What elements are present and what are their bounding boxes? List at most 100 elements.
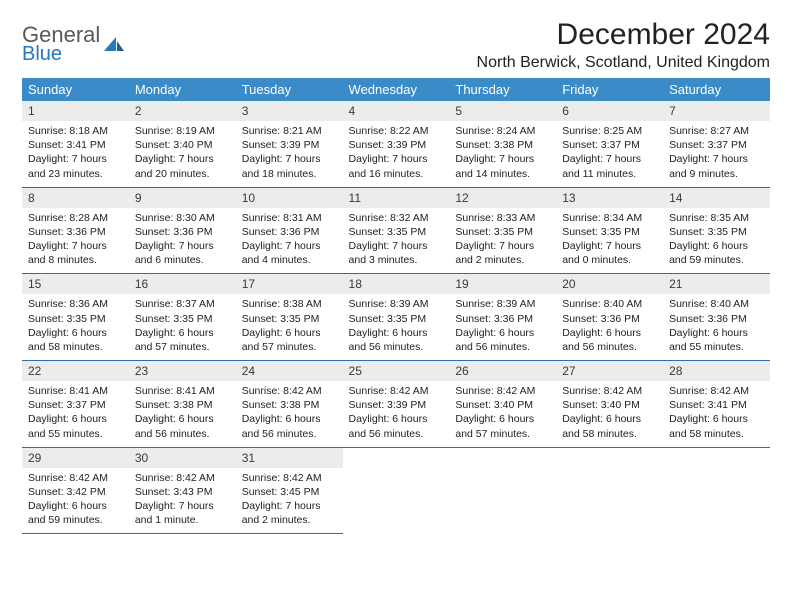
sunset-text: Sunset: 3:39 PM bbox=[349, 138, 444, 152]
day-details: Sunrise: 8:39 AMSunset: 3:35 PMDaylight:… bbox=[343, 294, 450, 360]
weekday-header: Sunday bbox=[22, 78, 129, 101]
sunrise-text: Sunrise: 8:24 AM bbox=[455, 124, 550, 138]
daylight-text: Daylight: 6 hours and 56 minutes. bbox=[562, 326, 657, 354]
daylight-text: Daylight: 6 hours and 56 minutes. bbox=[135, 412, 230, 440]
calendar-cell: 25Sunrise: 8:42 AMSunset: 3:39 PMDayligh… bbox=[343, 361, 450, 448]
sunrise-text: Sunrise: 8:39 AM bbox=[349, 297, 444, 311]
sunrise-text: Sunrise: 8:40 AM bbox=[669, 297, 764, 311]
day-number: 30 bbox=[129, 448, 236, 468]
weekday-header: Tuesday bbox=[236, 78, 343, 101]
day-details: Sunrise: 8:41 AMSunset: 3:38 PMDaylight:… bbox=[129, 381, 236, 447]
calendar-cell: 12Sunrise: 8:33 AMSunset: 3:35 PMDayligh… bbox=[449, 187, 556, 274]
weekday-header: Monday bbox=[129, 78, 236, 101]
sunset-text: Sunset: 3:45 PM bbox=[242, 485, 337, 499]
sunset-text: Sunset: 3:35 PM bbox=[562, 225, 657, 239]
sunset-text: Sunset: 3:35 PM bbox=[669, 225, 764, 239]
sunrise-text: Sunrise: 8:35 AM bbox=[669, 211, 764, 225]
location-text: North Berwick, Scotland, United Kingdom bbox=[477, 54, 770, 72]
sunset-text: Sunset: 3:38 PM bbox=[242, 398, 337, 412]
day-details: Sunrise: 8:19 AMSunset: 3:40 PMDaylight:… bbox=[129, 121, 236, 187]
calendar-cell bbox=[449, 447, 556, 534]
sunrise-text: Sunrise: 8:42 AM bbox=[242, 471, 337, 485]
day-details: Sunrise: 8:24 AMSunset: 3:38 PMDaylight:… bbox=[449, 121, 556, 187]
sunset-text: Sunset: 3:35 PM bbox=[349, 312, 444, 326]
calendar-row: 22Sunrise: 8:41 AMSunset: 3:37 PMDayligh… bbox=[22, 361, 770, 448]
daylight-text: Daylight: 7 hours and 3 minutes. bbox=[349, 239, 444, 267]
weekday-header: Friday bbox=[556, 78, 663, 101]
sunrise-text: Sunrise: 8:42 AM bbox=[562, 384, 657, 398]
day-details: Sunrise: 8:30 AMSunset: 3:36 PMDaylight:… bbox=[129, 208, 236, 274]
calendar-cell: 29Sunrise: 8:42 AMSunset: 3:42 PMDayligh… bbox=[22, 447, 129, 534]
sunset-text: Sunset: 3:40 PM bbox=[562, 398, 657, 412]
sunrise-text: Sunrise: 8:37 AM bbox=[135, 297, 230, 311]
sunset-text: Sunset: 3:36 PM bbox=[669, 312, 764, 326]
header: General Blue December 2024 North Berwick… bbox=[22, 18, 770, 72]
day-number: 3 bbox=[236, 101, 343, 121]
sunrise-text: Sunrise: 8:31 AM bbox=[242, 211, 337, 225]
sunset-text: Sunset: 3:35 PM bbox=[28, 312, 123, 326]
sunset-text: Sunset: 3:41 PM bbox=[669, 398, 764, 412]
daylight-text: Daylight: 7 hours and 1 minute. bbox=[135, 499, 230, 527]
day-number: 26 bbox=[449, 361, 556, 381]
sunrise-text: Sunrise: 8:42 AM bbox=[669, 384, 764, 398]
day-details: Sunrise: 8:42 AMSunset: 3:41 PMDaylight:… bbox=[663, 381, 770, 447]
day-number: 25 bbox=[343, 361, 450, 381]
weekday-header: Wednesday bbox=[343, 78, 450, 101]
day-details: Sunrise: 8:32 AMSunset: 3:35 PMDaylight:… bbox=[343, 208, 450, 274]
daylight-text: Daylight: 7 hours and 2 minutes. bbox=[455, 239, 550, 267]
calendar-cell: 20Sunrise: 8:40 AMSunset: 3:36 PMDayligh… bbox=[556, 274, 663, 361]
day-number: 5 bbox=[449, 101, 556, 121]
day-number: 24 bbox=[236, 361, 343, 381]
calendar-row: 29Sunrise: 8:42 AMSunset: 3:42 PMDayligh… bbox=[22, 447, 770, 534]
day-number: 27 bbox=[556, 361, 663, 381]
daylight-text: Daylight: 7 hours and 14 minutes. bbox=[455, 152, 550, 180]
calendar-cell: 24Sunrise: 8:42 AMSunset: 3:38 PMDayligh… bbox=[236, 361, 343, 448]
daylight-text: Daylight: 7 hours and 20 minutes. bbox=[135, 152, 230, 180]
day-details: Sunrise: 8:28 AMSunset: 3:36 PMDaylight:… bbox=[22, 208, 129, 274]
sunrise-text: Sunrise: 8:42 AM bbox=[349, 384, 444, 398]
day-number: 8 bbox=[22, 188, 129, 208]
sunrise-text: Sunrise: 8:27 AM bbox=[669, 124, 764, 138]
day-details: Sunrise: 8:42 AMSunset: 3:40 PMDaylight:… bbox=[449, 381, 556, 447]
sunset-text: Sunset: 3:38 PM bbox=[455, 138, 550, 152]
sunset-text: Sunset: 3:36 PM bbox=[455, 312, 550, 326]
day-number: 28 bbox=[663, 361, 770, 381]
daylight-text: Daylight: 7 hours and 0 minutes. bbox=[562, 239, 657, 267]
calendar-cell: 9Sunrise: 8:30 AMSunset: 3:36 PMDaylight… bbox=[129, 187, 236, 274]
daylight-text: Daylight: 6 hours and 57 minutes. bbox=[242, 326, 337, 354]
day-number: 14 bbox=[663, 188, 770, 208]
sunset-text: Sunset: 3:35 PM bbox=[349, 225, 444, 239]
day-details: Sunrise: 8:31 AMSunset: 3:36 PMDaylight:… bbox=[236, 208, 343, 274]
day-details: Sunrise: 8:35 AMSunset: 3:35 PMDaylight:… bbox=[663, 208, 770, 274]
sunrise-text: Sunrise: 8:19 AM bbox=[135, 124, 230, 138]
brand-sail-icon bbox=[102, 35, 126, 53]
day-number: 21 bbox=[663, 274, 770, 294]
calendar-cell: 21Sunrise: 8:40 AMSunset: 3:36 PMDayligh… bbox=[663, 274, 770, 361]
day-details: Sunrise: 8:36 AMSunset: 3:35 PMDaylight:… bbox=[22, 294, 129, 360]
day-number: 16 bbox=[129, 274, 236, 294]
daylight-text: Daylight: 7 hours and 4 minutes. bbox=[242, 239, 337, 267]
sunrise-text: Sunrise: 8:41 AM bbox=[135, 384, 230, 398]
sunset-text: Sunset: 3:37 PM bbox=[562, 138, 657, 152]
sunrise-text: Sunrise: 8:36 AM bbox=[28, 297, 123, 311]
day-details: Sunrise: 8:40 AMSunset: 3:36 PMDaylight:… bbox=[556, 294, 663, 360]
calendar-cell: 7Sunrise: 8:27 AMSunset: 3:37 PMDaylight… bbox=[663, 101, 770, 187]
sunrise-text: Sunrise: 8:42 AM bbox=[455, 384, 550, 398]
day-number: 17 bbox=[236, 274, 343, 294]
day-number: 11 bbox=[343, 188, 450, 208]
sunrise-text: Sunrise: 8:32 AM bbox=[349, 211, 444, 225]
calendar-row: 15Sunrise: 8:36 AMSunset: 3:35 PMDayligh… bbox=[22, 274, 770, 361]
daylight-text: Daylight: 6 hours and 57 minutes. bbox=[135, 326, 230, 354]
sunrise-text: Sunrise: 8:21 AM bbox=[242, 124, 337, 138]
calendar-cell: 15Sunrise: 8:36 AMSunset: 3:35 PMDayligh… bbox=[22, 274, 129, 361]
calendar-cell bbox=[556, 447, 663, 534]
brand-text: General Blue bbox=[22, 24, 100, 64]
daylight-text: Daylight: 6 hours and 57 minutes. bbox=[455, 412, 550, 440]
sunset-text: Sunset: 3:43 PM bbox=[135, 485, 230, 499]
calendar-cell: 22Sunrise: 8:41 AMSunset: 3:37 PMDayligh… bbox=[22, 361, 129, 448]
day-details: Sunrise: 8:25 AMSunset: 3:37 PMDaylight:… bbox=[556, 121, 663, 187]
daylight-text: Daylight: 6 hours and 58 minutes. bbox=[28, 326, 123, 354]
day-details: Sunrise: 8:42 AMSunset: 3:40 PMDaylight:… bbox=[556, 381, 663, 447]
daylight-text: Daylight: 6 hours and 56 minutes. bbox=[242, 412, 337, 440]
day-number: 20 bbox=[556, 274, 663, 294]
